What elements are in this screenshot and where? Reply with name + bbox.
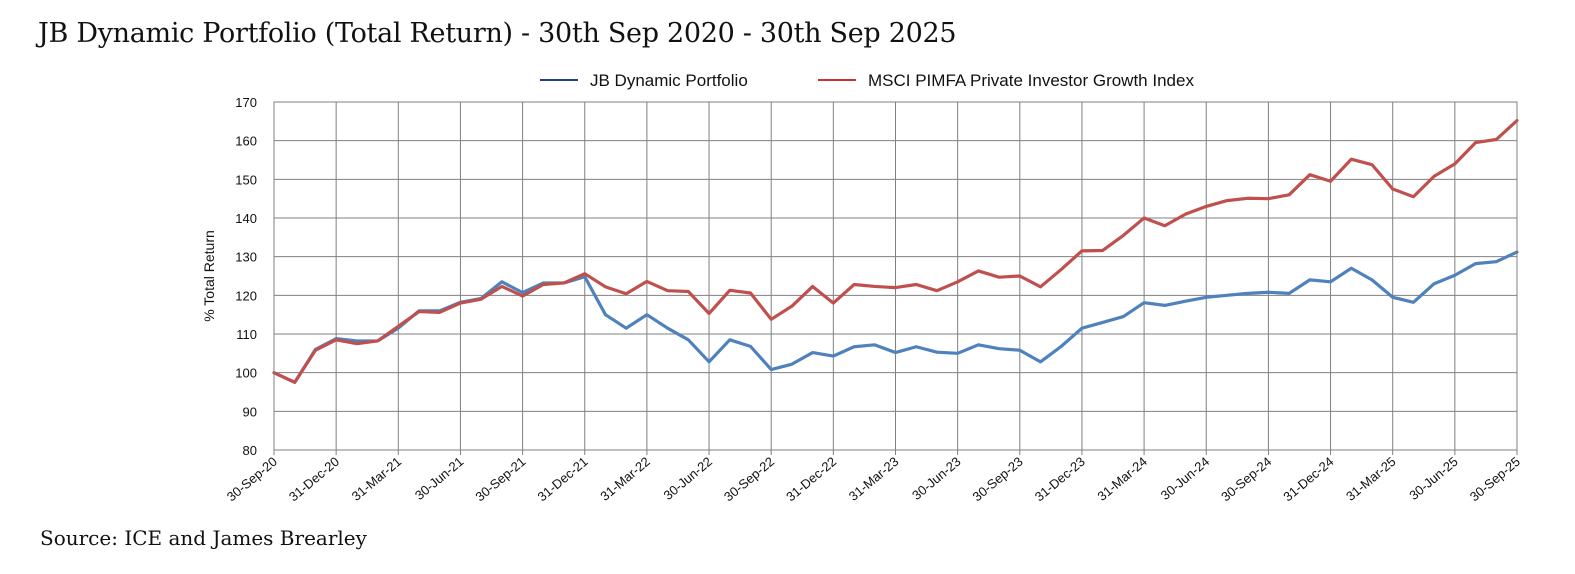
legend: JB Dynamic Portfolio MSCI PIMFA Private I… — [540, 71, 1194, 90]
x-tick-label: 30-Sep-20 — [224, 454, 280, 505]
x-tick-label: 30-Jun-25 — [1406, 454, 1460, 503]
x-tick-label: 30-Sep-21 — [472, 454, 528, 505]
x-tick-label: 30-Jun-24 — [1158, 454, 1212, 503]
x-tick-label: 31-Mar-24 — [1094, 454, 1150, 504]
y-tick-labels: 80 90 100 110 120 130 140 150 160 170 — [235, 95, 257, 458]
plot-frame — [273, 101, 1518, 451]
series-lines — [272, 118, 1519, 384]
y-tick-label: 90 — [243, 404, 257, 419]
x-tick-label: 31-Dec-22 — [783, 454, 839, 505]
y-tick-label: 150 — [235, 172, 257, 187]
x-tick-label: 31-Dec-21 — [535, 454, 591, 505]
legend-label: MSCI PIMFA Private Investor Growth Index — [868, 71, 1194, 90]
x-tick-label: 31-Mar-25 — [1343, 454, 1399, 504]
x-tick-label: 30-Jun-22 — [660, 454, 714, 503]
x-tick-label: 30-Jun-21 — [412, 454, 466, 503]
x-tick-label: 31-Mar-23 — [846, 454, 902, 504]
x-tick-label: 30-Jun-23 — [909, 454, 963, 503]
y-tick-label: 140 — [235, 211, 257, 226]
x-tick-label: 31-Mar-22 — [597, 454, 653, 504]
y-tick-label: 80 — [243, 443, 257, 458]
x-tick-label: 30-Sep-23 — [970, 454, 1026, 505]
x-tick-label: 31-Dec-23 — [1032, 454, 1088, 505]
y-tick-label: 110 — [236, 327, 257, 342]
x-tick-labels: 30-Sep-20 31-Dec-20 31-Mar-21 30-Jun-21 30-S… — [224, 454, 1523, 505]
y-axis-label: % Total Return — [201, 230, 217, 322]
grid-lines — [273, 101, 1518, 455]
y-tick-label: 100 — [235, 366, 257, 381]
x-tick-label: 31-Dec-20 — [286, 454, 342, 505]
y-tick-label: 120 — [235, 288, 257, 303]
x-tick-label: 30-Sep-24 — [1218, 454, 1274, 505]
y-tick-label: 130 — [235, 250, 257, 265]
x-tick-label: 31-Dec-24 — [1280, 454, 1336, 505]
x-tick-label: 30-Sep-25 — [1467, 454, 1523, 505]
source-note: Source: ICE and James Brearley — [40, 526, 367, 550]
y-tick-label: 170 — [235, 95, 257, 110]
x-tick-label: 30-Sep-22 — [721, 454, 777, 505]
x-tick-label: 31-Mar-21 — [349, 454, 405, 504]
chart-title: JB Dynamic Portfolio (Total Return) - 30… — [38, 18, 957, 49]
y-tick-label: 160 — [235, 134, 257, 149]
legend-label: JB Dynamic Portfolio — [590, 71, 748, 90]
series-line-1 — [272, 118, 1519, 384]
